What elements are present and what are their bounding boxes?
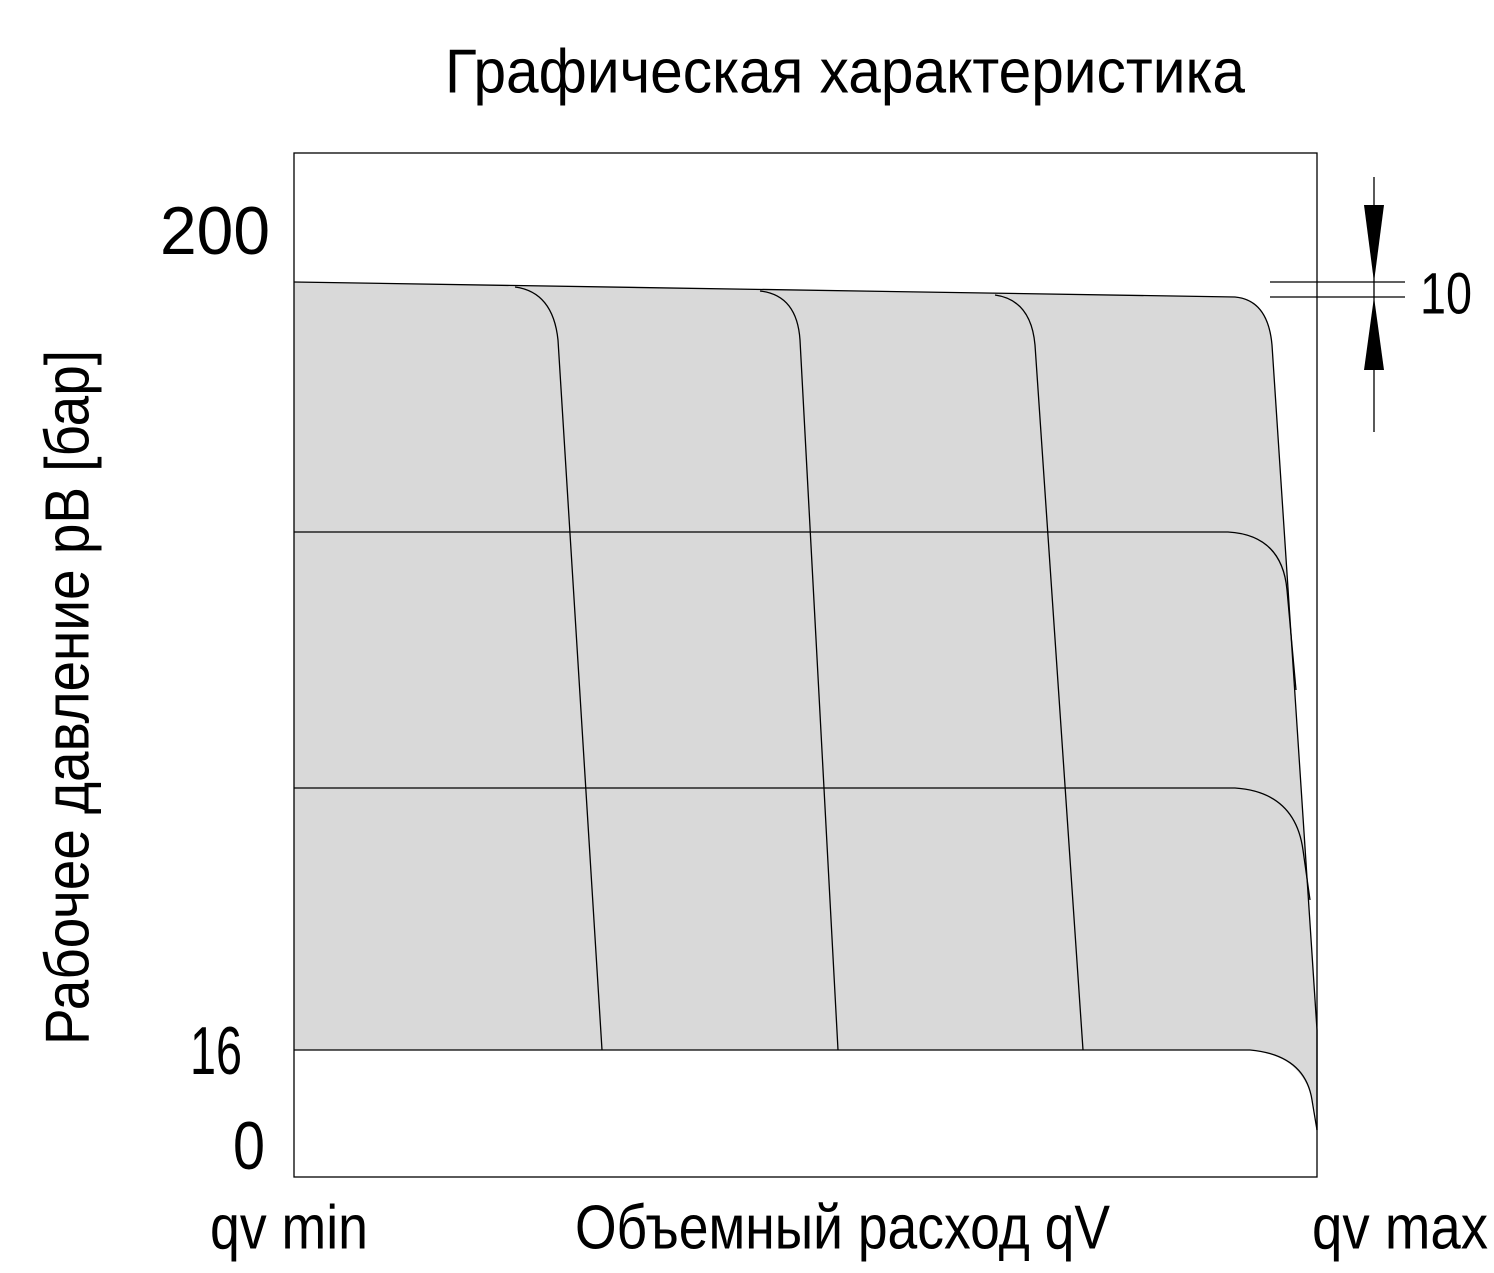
dimension-arrow [1364, 297, 1384, 370]
dimension-arrow [1364, 205, 1384, 282]
y-axis-label: Рабочее давление pB [бар] [33, 350, 102, 1045]
y-tick-label: 0 [233, 1108, 265, 1184]
characteristic-curve [293, 281, 1318, 1130]
title: Графическая характеристика [445, 37, 1245, 106]
pressure-line [294, 1049, 1318, 1131]
y-tick-label: 200 [160, 193, 270, 269]
pressure-line [294, 531, 1297, 691]
x-min-label: qv min [210, 1193, 368, 1262]
plot-frame [293, 152, 1318, 1178]
x-axis-label: Объемный расход qV [575, 1193, 1111, 1262]
dimension-label: 10 [1420, 261, 1472, 326]
flow-curve [994, 294, 1084, 1051]
y-tick-label: 16 [190, 1013, 242, 1089]
operating-region [294, 282, 1317, 1130]
pressure-line [294, 787, 1311, 901]
flow-curve [759, 290, 839, 1051]
x-max-label: qv max [1312, 1193, 1488, 1262]
flow-curve [514, 286, 603, 1051]
